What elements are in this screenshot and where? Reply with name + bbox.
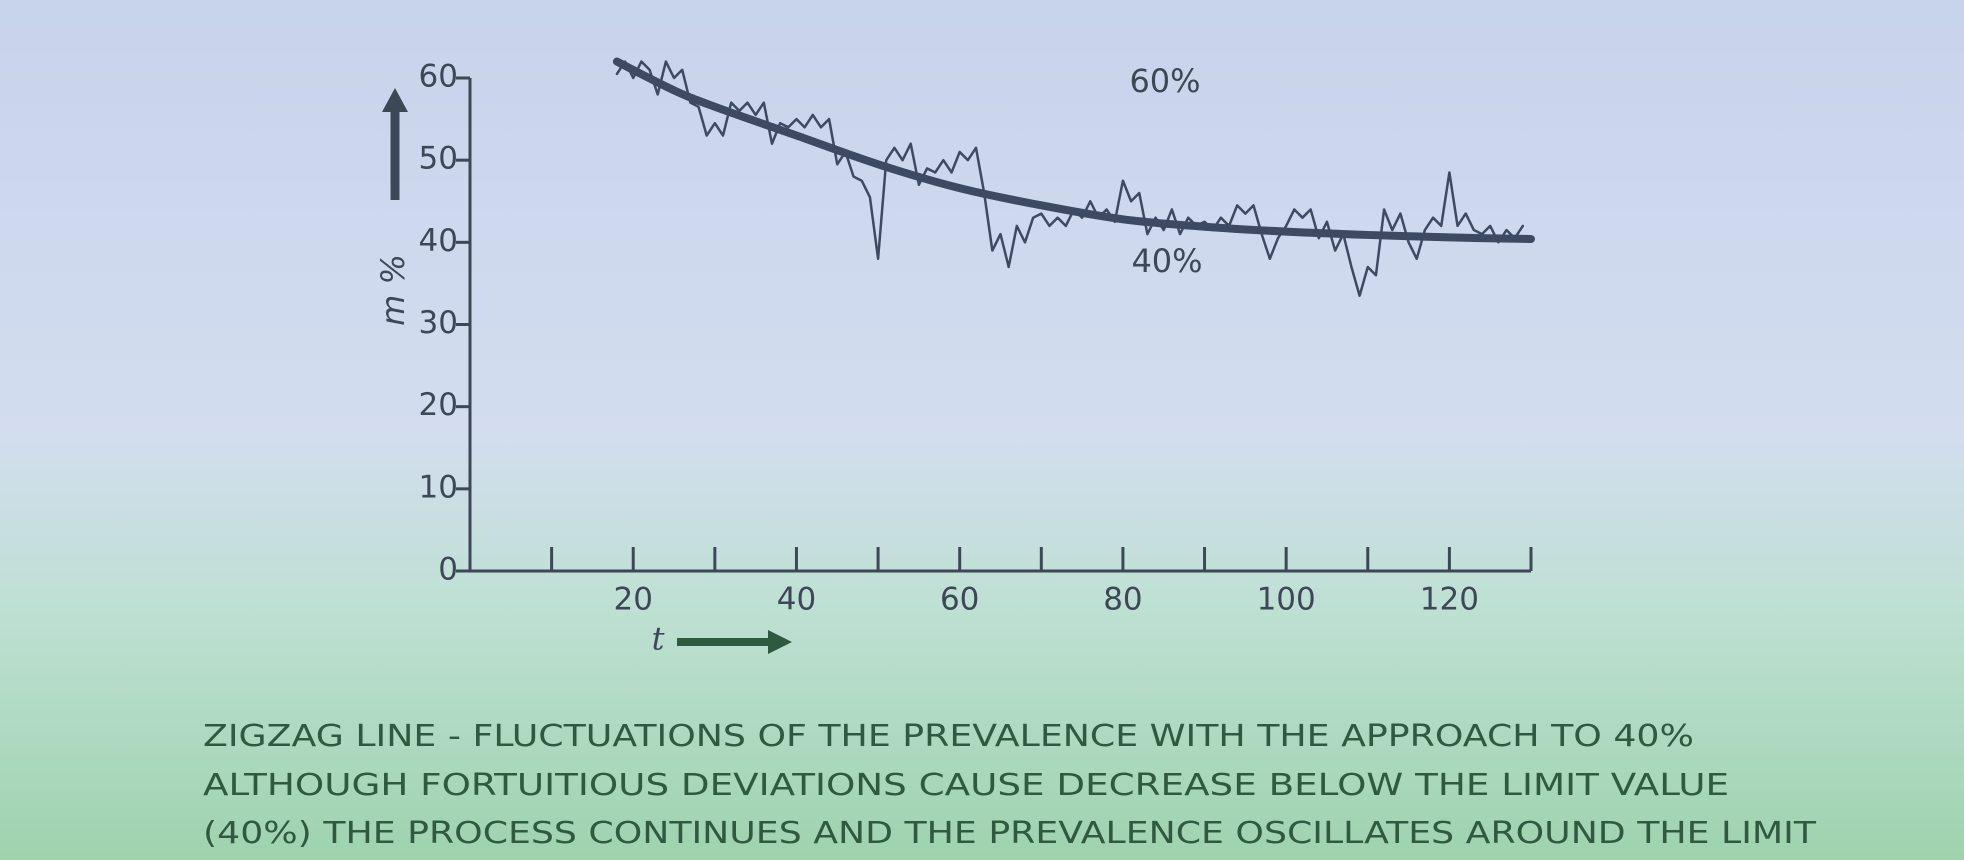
y-tick-label: 30 <box>419 305 458 341</box>
x-tick-label: 60 <box>940 582 979 618</box>
caption-line: (40%) THE PROCESS CONTINUES AND THE PREV… <box>203 816 1817 851</box>
annotation: 40% <box>1131 242 1202 280</box>
y-arrow-head <box>382 88 408 112</box>
x-tick-label: 80 <box>1103 582 1142 618</box>
x-arrow-head <box>768 630 792 654</box>
x-tick-label: 20 <box>614 582 653 618</box>
y-tick-label: 60 <box>419 59 458 95</box>
y-tick-label: 40 <box>419 223 458 259</box>
x-tick-label: 100 <box>1257 582 1316 618</box>
y-tick-label: 50 <box>419 141 458 177</box>
y-tick-label: 0 <box>438 552 458 588</box>
trend-curve <box>612 57 1535 244</box>
y-tick-label: 20 <box>419 387 458 423</box>
zigzag-line <box>615 60 1525 297</box>
x-tick-label: 40 <box>777 582 816 618</box>
y-axis-label: m % <box>374 254 412 326</box>
annotation: 60% <box>1129 62 1200 100</box>
caption-line: ALTHOUGH FORTUITIOUS DEVIATIONS CAUSE DE… <box>203 768 1729 803</box>
x-tick-label: 120 <box>1420 582 1479 618</box>
caption-line: ZIGZAG LINE - FLUCTUATIONS OF THE PREVAL… <box>203 719 1694 754</box>
x-axis-label: t <box>652 620 665 658</box>
y-tick-label: 10 <box>419 469 458 505</box>
